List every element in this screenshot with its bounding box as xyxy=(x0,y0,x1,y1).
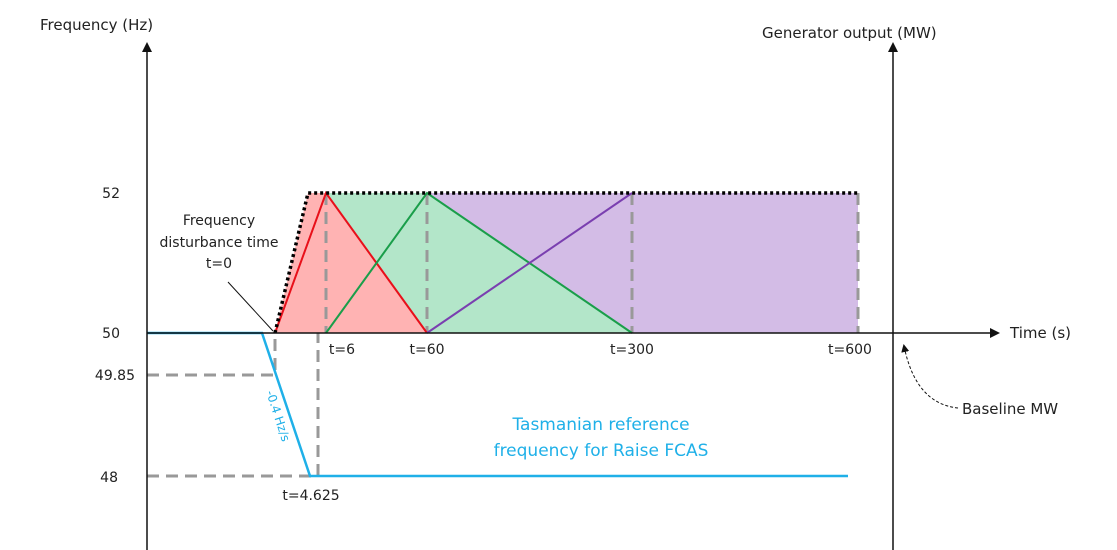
annotation: disturbance time xyxy=(160,235,279,251)
purple-line xyxy=(426,192,633,334)
purple-area xyxy=(427,193,858,333)
time-axis-title: Time (s) xyxy=(1009,324,1071,342)
time-tick: t=600 xyxy=(828,342,872,358)
y-tick: 48 xyxy=(100,470,118,486)
annotation: Frequency xyxy=(183,213,255,229)
time-tick: t=60 xyxy=(409,342,444,358)
annotation: t=0 xyxy=(206,256,232,272)
right-axis-title: Generator output (MW) xyxy=(762,24,937,42)
time-tick: t=300 xyxy=(610,342,654,358)
y-tick: 50 xyxy=(102,326,120,342)
baseline-label: Baseline MW xyxy=(962,400,1058,418)
baseline-pointer xyxy=(901,344,959,409)
envelope xyxy=(273,191,858,334)
green-line xyxy=(325,191,633,334)
reference-label: frequency for Raise FCAS xyxy=(494,441,709,461)
y-tick: 49.85 xyxy=(95,368,135,384)
y-tick: 52 xyxy=(102,186,120,202)
rate-label: -0.4 Hz/s xyxy=(263,389,293,444)
annotation: t=4.625 xyxy=(282,488,339,504)
red-line xyxy=(274,190,428,334)
time-tick: t=6 xyxy=(329,342,355,358)
disturbance-pointer xyxy=(227,281,274,332)
left-axis-title: Frequency (Hz) xyxy=(40,16,153,34)
reference-label: Tasmanian reference xyxy=(511,415,689,435)
